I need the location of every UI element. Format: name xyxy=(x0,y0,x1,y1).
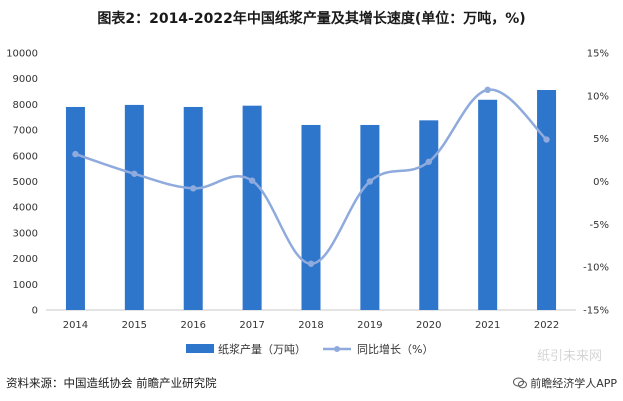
y-left-tick-label: 7000 xyxy=(13,126,38,137)
line-series xyxy=(72,86,550,267)
bar xyxy=(419,120,439,310)
y-left-tick-label: 3000 xyxy=(13,228,38,239)
y-right-tick-label: 15% xyxy=(587,49,609,60)
x-axis-ticks: 2014 2015 2016 2017 2018 2019 2020 2021 2022 xyxy=(63,320,560,331)
bar xyxy=(537,90,557,311)
legend-bar-swatch xyxy=(186,344,214,353)
x-tick-label: 2020 xyxy=(416,320,441,331)
y-left-tick-label: 4000 xyxy=(13,203,38,214)
y-left-tick-label: 5000 xyxy=(13,177,38,188)
line-point xyxy=(190,185,197,192)
brand-badge: 前瞻经济学人APP xyxy=(513,375,617,391)
bar xyxy=(242,105,262,310)
bar xyxy=(65,106,85,310)
chart-title: 图表2：2014-2022年中国纸浆产量及其增长速度(单位：万吨，%) xyxy=(97,11,526,27)
line-point xyxy=(425,158,432,165)
line-point xyxy=(72,150,79,158)
wechat-icon xyxy=(513,377,528,389)
bar xyxy=(360,124,380,311)
bar xyxy=(478,99,498,310)
bar xyxy=(124,104,144,310)
bar-series xyxy=(65,90,557,311)
y-left-tick-label: 8000 xyxy=(13,100,38,111)
y-right-tick-label: 5% xyxy=(593,134,609,145)
y-right-tick-label: -5% xyxy=(590,220,609,231)
legend-line-label: 同比增长（%） xyxy=(357,342,433,356)
watermark-logo: 纸引未来网 xyxy=(537,349,602,364)
brand-text: 前瞻经济学人APP xyxy=(530,377,617,390)
y-right-tick-label: -15% xyxy=(583,306,609,317)
left-axis: 0 1000 2000 3000 4000 5000 6000 7000 8000 9000 100… xyxy=(6,49,38,317)
y-right-tick-label: 0% xyxy=(593,177,609,188)
line-point xyxy=(366,178,374,185)
right-axis: -15% -10% -5% 0% 5% 10% 15% xyxy=(583,49,609,317)
growth-line xyxy=(75,88,548,265)
legend-line-marker xyxy=(334,346,340,352)
y-right-tick-label: 10% xyxy=(587,91,609,102)
x-tick-label: 2017 xyxy=(239,320,264,331)
bar xyxy=(301,124,321,311)
x-tick-label: 2018 xyxy=(298,320,323,331)
y-left-tick-label: 2000 xyxy=(13,254,38,265)
x-tick-label: 2019 xyxy=(357,320,382,331)
legend-bar-label: 纸浆产量（万吨） xyxy=(218,342,306,356)
y-left-tick-label: 0 xyxy=(32,306,38,317)
x-tick-label: 2021 xyxy=(475,320,500,331)
x-tick-label: 2015 xyxy=(122,320,147,331)
line-point xyxy=(248,177,256,184)
svg-text:纸引未来网: 纸引未来网 xyxy=(537,349,602,364)
line-point xyxy=(131,170,138,177)
x-tick-label: 2022 xyxy=(534,320,559,331)
y-right-tick-label: -10% xyxy=(583,263,609,274)
line-point xyxy=(307,260,315,267)
line-point xyxy=(484,86,491,94)
y-left-tick-label: 10000 xyxy=(6,49,38,60)
line-point xyxy=(543,136,550,143)
x-tick-label: 2016 xyxy=(180,320,205,331)
source-note: 资料来源：中国造纸协会 前瞻产业研究院 xyxy=(6,376,217,390)
legend: 纸浆产量（万吨） 同比增长（%） xyxy=(186,342,433,356)
bar xyxy=(183,106,203,310)
y-left-tick-label: 1000 xyxy=(13,280,38,291)
y-left-tick-label: 9000 xyxy=(13,74,38,85)
x-tick-label: 2014 xyxy=(63,320,88,331)
y-left-tick-label: 6000 xyxy=(13,151,38,162)
